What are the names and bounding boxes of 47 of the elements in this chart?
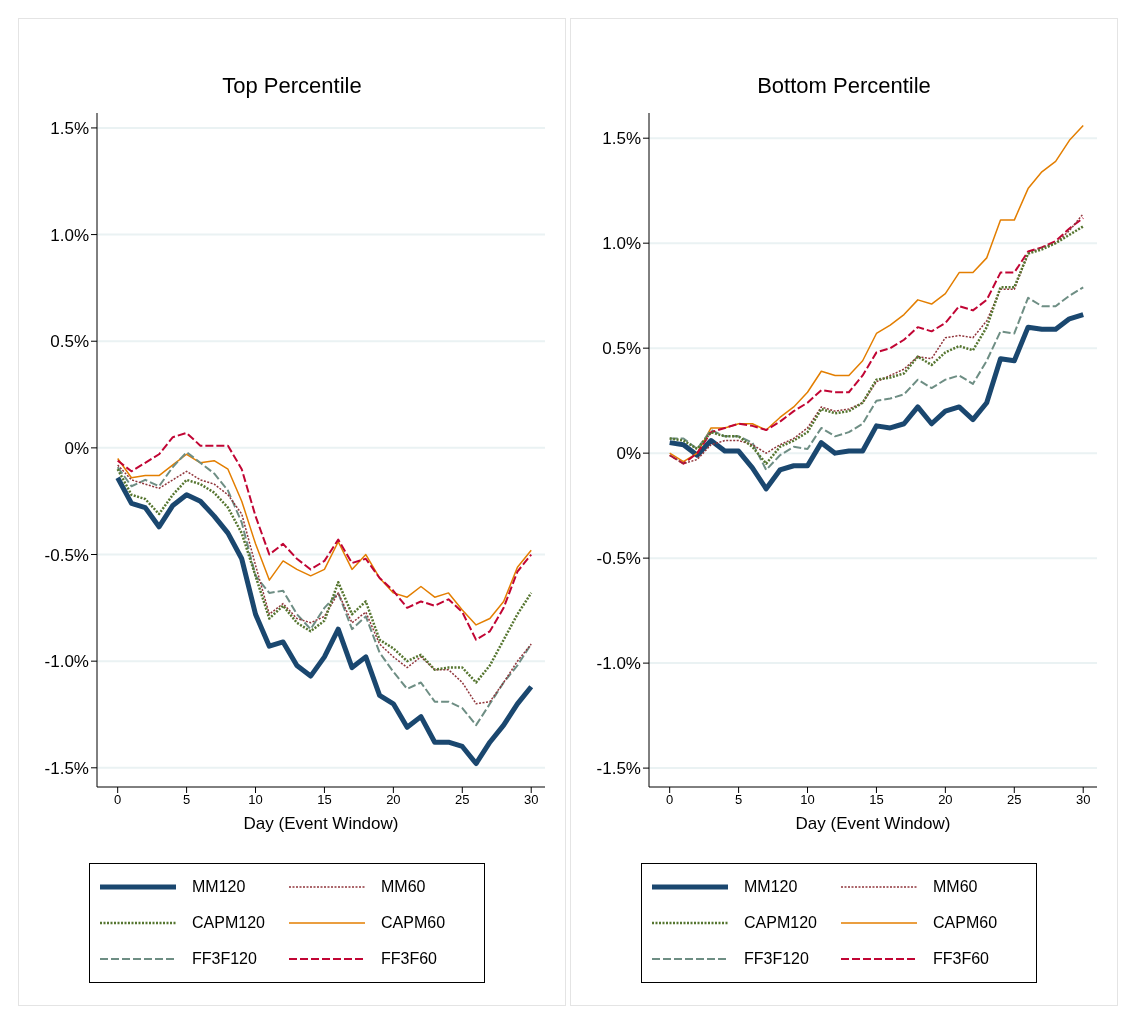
x-tick-label: 15	[317, 792, 332, 808]
legend-label: MM60	[933, 878, 978, 896]
chart-title: Bottom Percentile	[756, 73, 932, 100]
legend-label: FF3F120	[744, 950, 809, 968]
line-series	[668, 124, 1084, 463]
y-tick-label: 1.0%	[50, 225, 89, 245]
x-tick-label: 30	[1075, 792, 1091, 808]
x-tick-label: 10	[248, 792, 263, 808]
legend-label: FF3F120	[192, 950, 257, 968]
chart-title: Top Percentile	[221, 73, 363, 100]
x-tick-label: 25	[1007, 792, 1022, 808]
y-tick-label: -1.5%	[596, 759, 641, 779]
y-tick-label: 1.0%	[602, 234, 641, 254]
y-tick-label: -1.5%	[44, 758, 89, 778]
legend-label: FF3F60	[381, 950, 438, 968]
x-tick-label: 5	[734, 792, 743, 808]
line-series	[116, 453, 532, 626]
y-tick-label: -0.5%	[596, 549, 641, 569]
legend-label: CAPM60	[381, 914, 446, 932]
legend-label: MM120	[744, 878, 798, 896]
legend-label: CAPM120	[744, 914, 817, 932]
x-tick-label: 30	[523, 792, 539, 808]
legend-label: CAPM120	[192, 914, 265, 932]
x-axis-title: Day (Event Window)	[243, 814, 399, 833]
y-tick-label: 0%	[64, 438, 89, 458]
legend-label: CAPM60	[933, 914, 998, 932]
y-tick-label: -0.5%	[44, 545, 89, 565]
legend-label: MM60	[381, 878, 426, 896]
x-tick-label: 5	[182, 792, 191, 808]
y-tick-label: 0%	[616, 444, 641, 464]
y-tick-label: -1.0%	[44, 652, 89, 672]
x-axis-title: Day (Event Window)	[795, 814, 951, 833]
legend-label: FF3F60	[933, 950, 990, 968]
x-tick-label: 15	[869, 792, 884, 808]
y-tick-label: 1.5%	[50, 118, 89, 138]
y-tick-label: 0.5%	[602, 339, 641, 359]
y-tick-label: -1.0%	[596, 654, 641, 674]
x-tick-label: 20	[386, 792, 401, 808]
x-tick-label: 20	[938, 792, 953, 808]
line-series	[116, 431, 533, 641]
legend-label: MM120	[192, 878, 246, 896]
y-tick-label: 0.5%	[50, 332, 89, 352]
y-tick-label: 1.5%	[602, 129, 641, 149]
x-tick-label: 25	[455, 792, 470, 808]
x-tick-label: 0	[666, 792, 674, 808]
x-tick-label: 0	[114, 792, 122, 808]
x-tick-label: 10	[800, 792, 815, 808]
